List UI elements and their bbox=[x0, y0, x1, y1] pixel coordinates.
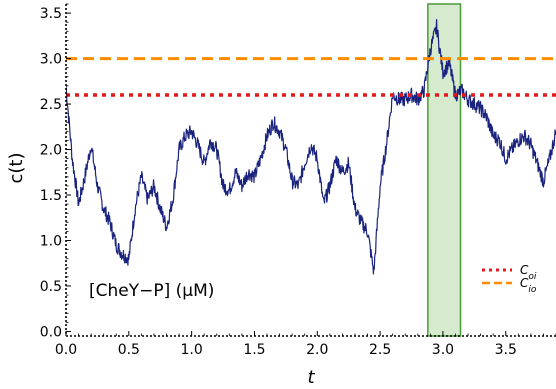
legend-label-main: C bbox=[520, 276, 529, 290]
tick-labels: 0.0 0.5 1.0 1.5 2.0 2.5 3.0 3.5 0.0 0.5 1.0 1.5 2.0 2… bbox=[40, 6, 517, 358]
axes bbox=[65, 3, 556, 337]
series-layer bbox=[66, 19, 556, 275]
x-axis-title: t bbox=[307, 367, 315, 388]
legend-label-subscript: oi bbox=[528, 272, 537, 282]
legend-label-io: Cio bbox=[520, 276, 537, 295]
y-tick-label: 2.0 bbox=[40, 143, 62, 159]
legend-label-main: C bbox=[520, 263, 529, 277]
y-tick-label: 3.5 bbox=[40, 6, 62, 22]
y-tick-label: 0.0 bbox=[40, 324, 62, 340]
x-tick-label: 2.5 bbox=[369, 342, 391, 358]
highlight-band bbox=[427, 3, 462, 337]
threshold-lines bbox=[66, 57, 556, 97]
x-tick-label: 3.0 bbox=[432, 342, 454, 358]
series-line-0 bbox=[66, 19, 556, 275]
x-tick-label: 2.0 bbox=[306, 342, 328, 358]
highlight-region bbox=[427, 3, 462, 337]
y-tick-label: 3.0 bbox=[40, 52, 62, 68]
x-tick-label: 3.5 bbox=[495, 342, 517, 358]
y-axis-title: c(t) bbox=[6, 153, 27, 184]
y-tick-label: 0.5 bbox=[40, 279, 62, 295]
x-tick-label: 1.5 bbox=[243, 342, 265, 358]
y-tick-label: 1.5 bbox=[40, 188, 62, 204]
y-tick-label: 1.0 bbox=[40, 233, 62, 249]
x-tick-label: 1.0 bbox=[181, 342, 203, 358]
legend-label-subscript: io bbox=[528, 285, 537, 295]
x-tick-label: 0.0 bbox=[55, 342, 77, 358]
y-tick-label: 2.5 bbox=[40, 97, 62, 113]
x-tick-label: 0.5 bbox=[118, 342, 140, 358]
chart-annotation: [CheY−P] (μM) bbox=[89, 281, 214, 301]
legend-label-oi: Coi bbox=[520, 263, 537, 282]
